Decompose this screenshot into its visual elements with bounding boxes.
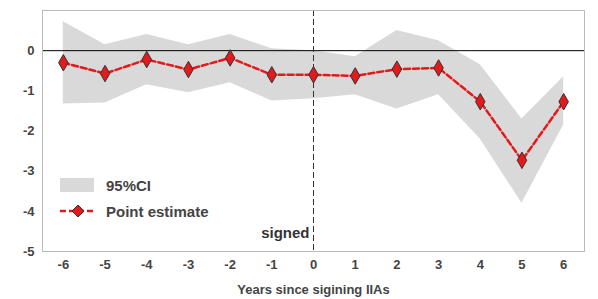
svg-text:1: 1 (352, 257, 359, 272)
svg-text:-6: -6 (58, 257, 70, 272)
svg-text:-2: -2 (224, 257, 236, 272)
svg-text:-5: -5 (23, 244, 35, 259)
svg-text:-4: -4 (23, 203, 35, 218)
svg-text:-4: -4 (141, 257, 153, 272)
svg-text:0: 0 (27, 43, 34, 58)
html-text:95%CI: 95%CI (106, 176, 151, 194)
svg-text:2: 2 (393, 257, 400, 272)
svg-text:5: 5 (518, 257, 525, 272)
svg-text:-5: -5 (99, 257, 111, 272)
svg-text:6: 6 (560, 257, 567, 272)
svg-text:0: 0 (310, 257, 317, 272)
svg-text:-1: -1 (266, 257, 278, 272)
svg-text:Years since sigining IIAs: Years since sigining IIAs (237, 282, 389, 297)
svg-text:-2: -2 (23, 123, 35, 138)
svg-text:3: 3 (435, 257, 442, 272)
svg-text:-3: -3 (23, 163, 35, 178)
svg-text:-1: -1 (23, 83, 35, 98)
svg-text:4: 4 (477, 257, 485, 272)
svg-text:signed: signed (261, 224, 309, 241)
html-text:Point estimate: Point estimate (106, 202, 209, 220)
svg-text:-3: -3 (183, 257, 195, 272)
